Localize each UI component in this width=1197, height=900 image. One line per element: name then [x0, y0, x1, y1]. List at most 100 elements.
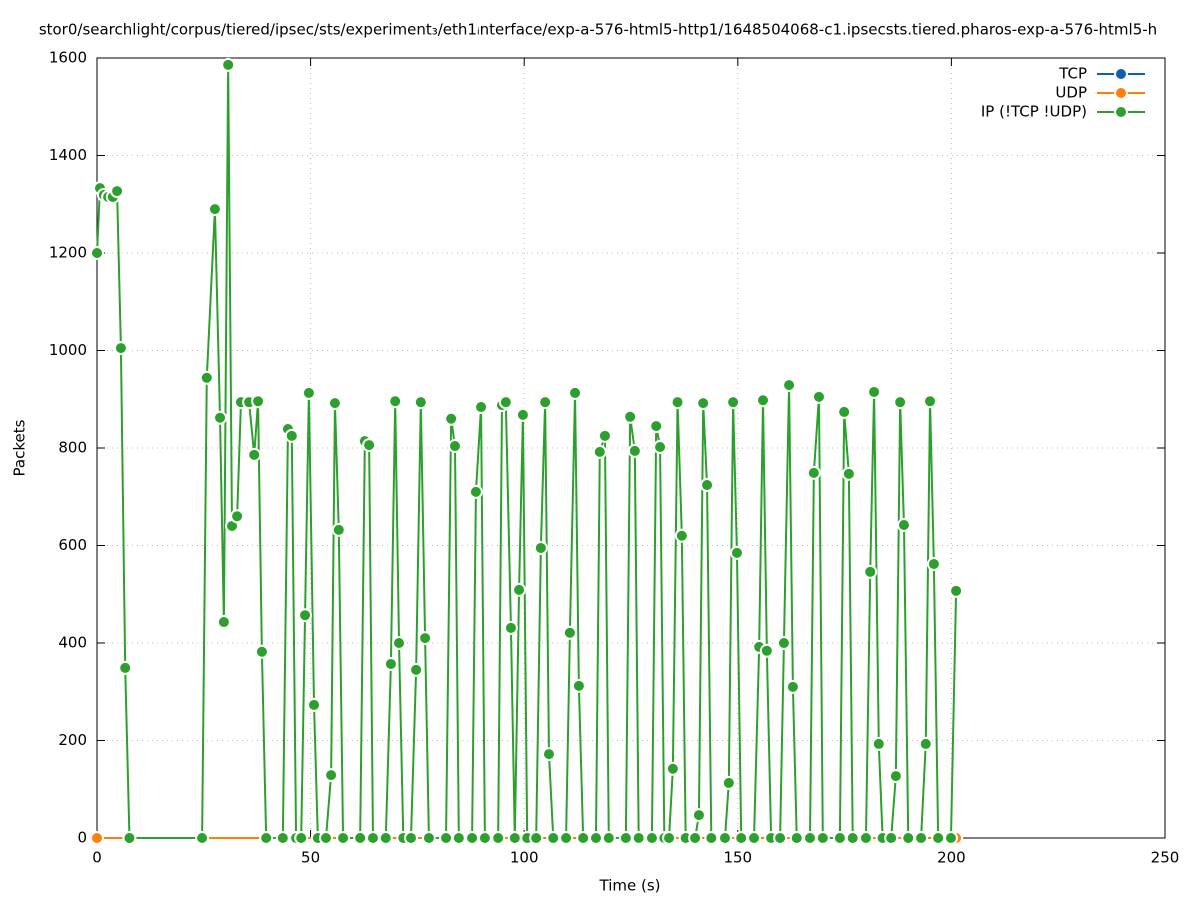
y-tick-label: 1400: [49, 146, 87, 164]
point: [653, 440, 668, 455]
y-tick-label: 200: [58, 731, 87, 749]
point: [199, 370, 214, 385]
point: [756, 393, 771, 408]
point: [122, 831, 137, 845]
point: [896, 518, 911, 533]
point: [782, 378, 797, 393]
point: [893, 395, 908, 410]
legend-item: UDP: [1055, 84, 1145, 102]
point: [688, 831, 703, 845]
point: [588, 831, 603, 845]
point: [649, 419, 664, 434]
legend-item: TCP: [1058, 65, 1145, 83]
point: [729, 545, 744, 560]
point: [392, 636, 407, 650]
point: [601, 831, 616, 845]
y-tick-label: 0: [77, 829, 87, 847]
point: [759, 643, 774, 658]
point: [789, 831, 804, 845]
point: [503, 620, 518, 635]
point: [931, 831, 946, 845]
point: [627, 443, 642, 458]
point: [331, 522, 346, 537]
point: [773, 831, 788, 845]
point: [747, 831, 762, 845]
point: [721, 775, 736, 790]
point: [717, 831, 732, 845]
y-tick-label: 1000: [49, 341, 87, 359]
point: [90, 831, 104, 845]
y-tick-label: 1600: [49, 49, 87, 67]
point: [806, 465, 821, 480]
point: [324, 768, 339, 783]
point: [541, 747, 556, 762]
legend-item: IP (!TCP !UDP): [981, 103, 1145, 121]
point: [383, 656, 398, 671]
point: [468, 484, 483, 499]
point: [447, 439, 462, 454]
point: [298, 608, 313, 623]
point: [418, 631, 433, 646]
legend-swatch-point: [1114, 105, 1128, 119]
x-tick-label: 150: [723, 849, 752, 867]
x-tick-label: 0: [92, 849, 102, 867]
point: [533, 540, 548, 555]
x-tick-label: 200: [937, 849, 966, 867]
point: [562, 625, 577, 640]
point: [662, 831, 677, 845]
point: [213, 410, 228, 425]
point: [113, 341, 128, 356]
point: [465, 831, 480, 845]
point: [498, 395, 513, 410]
point: [618, 831, 633, 845]
point: [439, 831, 454, 845]
point: [195, 831, 210, 845]
y-tick-label: 800: [58, 439, 87, 457]
point: [546, 831, 561, 845]
point: [230, 509, 245, 524]
point: [538, 395, 553, 410]
point: [118, 660, 133, 675]
point: [845, 831, 860, 845]
point: [110, 184, 125, 199]
point: [284, 428, 299, 443]
point: [644, 831, 659, 845]
point: [802, 831, 817, 845]
point: [704, 831, 719, 845]
point: [247, 447, 262, 462]
point: [884, 831, 899, 845]
point: [568, 385, 583, 400]
point: [362, 438, 377, 453]
point: [858, 831, 873, 845]
point: [491, 831, 506, 845]
y-tick-label: 1200: [49, 244, 87, 262]
point: [815, 831, 830, 845]
legend-label: TCP: [1058, 65, 1087, 83]
point: [888, 769, 903, 784]
point: [623, 409, 638, 424]
point: [388, 394, 403, 409]
x-tick-label: 100: [510, 849, 539, 867]
point: [734, 831, 749, 845]
point: [949, 583, 964, 598]
point: [696, 396, 711, 411]
point: [365, 831, 380, 845]
point: [726, 395, 741, 410]
point: [943, 831, 958, 845]
point: [918, 736, 933, 751]
point: [327, 396, 342, 411]
point: [451, 831, 466, 845]
chart-title: stor0/searchlight/corpus/tiered/ipsec/st…: [39, 21, 1157, 39]
point: [559, 831, 574, 845]
point: [923, 394, 938, 409]
point: [477, 831, 492, 845]
point: [221, 57, 236, 72]
y-tick-label: 400: [58, 634, 87, 652]
point: [294, 831, 309, 845]
series: [90, 57, 964, 845]
point: [301, 385, 316, 400]
point: [512, 582, 527, 597]
point: [507, 831, 522, 845]
